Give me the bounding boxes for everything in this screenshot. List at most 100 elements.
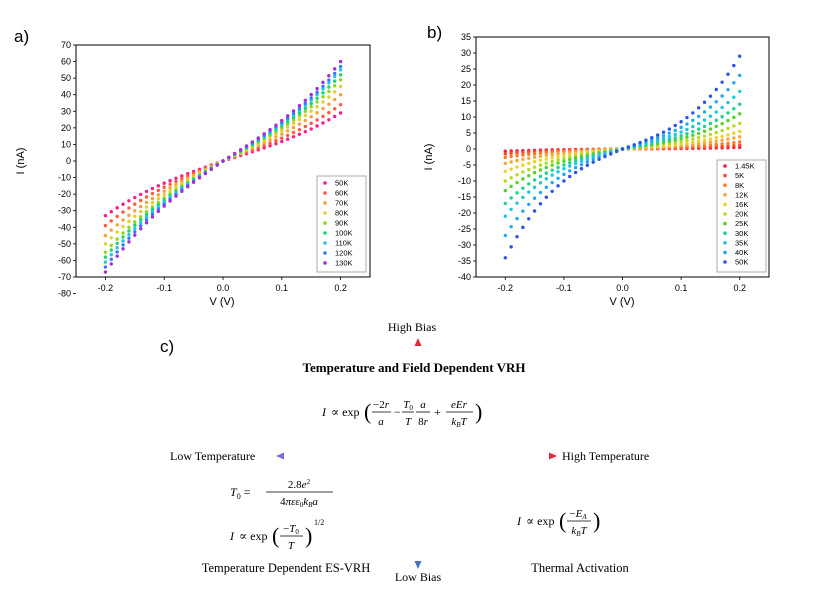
data-point (109, 257, 113, 261)
data-point (291, 125, 296, 130)
data-point (626, 145, 631, 149)
data-point (138, 204, 143, 209)
data-point (338, 93, 343, 97)
data-point (650, 136, 654, 140)
data-point (538, 174, 543, 179)
data-points-a (103, 59, 343, 274)
equation-t0: T0 = 2.8e2 4πεε0kBa (230, 478, 333, 509)
data-point (238, 148, 243, 152)
data-point (726, 144, 730, 148)
chart-a: a) -80 -70 -60 -50 -40 -30 -20 -10 0 10 20 30 40 50 60… (14, 27, 371, 308)
legend-marker (723, 183, 727, 187)
data-point (280, 129, 284, 133)
legend-label: 5K (735, 171, 744, 180)
data-point (338, 64, 343, 69)
data-point (503, 169, 507, 174)
data-point (544, 177, 549, 181)
data-point (532, 170, 537, 175)
y-tick-label: 20 (61, 123, 71, 133)
data-point (309, 92, 313, 97)
data-point (321, 95, 325, 99)
data-point (144, 218, 149, 222)
data-point (115, 206, 119, 210)
data-point (632, 143, 636, 147)
data-point (303, 124, 308, 129)
legend-marker (323, 191, 327, 195)
data-point (268, 138, 272, 142)
data-point (532, 209, 537, 213)
data-point (691, 129, 695, 134)
data-point (297, 122, 302, 126)
data-point (121, 210, 125, 214)
data-point (115, 214, 119, 219)
svg-text:kBT: kBT (451, 416, 467, 429)
data-point (544, 153, 549, 158)
data-point (315, 92, 319, 97)
data-point (291, 121, 296, 126)
data-point (515, 191, 519, 195)
data-point (309, 105, 313, 109)
data-point (532, 196, 537, 200)
y-tick-label: -40 (458, 272, 471, 282)
data-point (550, 163, 554, 167)
data-point (133, 230, 137, 234)
data-point (285, 114, 290, 118)
data-point (696, 114, 701, 119)
data-point (673, 123, 677, 128)
y-tick-label: -35 (458, 256, 471, 266)
legend-marker (323, 181, 327, 185)
data-point (133, 220, 137, 224)
data-point (315, 86, 319, 91)
data-point (515, 234, 519, 239)
data-point (597, 157, 601, 161)
data-point (732, 131, 736, 135)
data-point (673, 132, 677, 137)
data-point (573, 161, 578, 166)
y-tick-label: -20 (58, 189, 71, 199)
legend-label: 25K (735, 219, 748, 228)
data-point (568, 157, 572, 162)
data-point (156, 196, 161, 201)
high-bias-label: High Bias (388, 320, 437, 334)
x-axis-a: -0.2 -0.1 0.0 0.1 0.2 (98, 277, 347, 293)
data-point (115, 223, 119, 227)
data-point (509, 184, 513, 189)
data-point (579, 159, 584, 163)
data-point (156, 188, 161, 193)
data-point (696, 139, 701, 143)
data-point (162, 181, 166, 185)
data-point (702, 141, 707, 145)
data-point (696, 131, 701, 136)
data-point (714, 87, 718, 92)
data-point (679, 142, 683, 146)
data-point (515, 173, 519, 177)
data-point (297, 132, 302, 136)
data-point (556, 152, 560, 156)
data-point (521, 153, 525, 157)
data-point (162, 192, 166, 197)
data-point (527, 167, 531, 172)
data-point (708, 137, 713, 141)
data-point (691, 118, 695, 123)
x-tick-label: 0.1 (276, 283, 289, 293)
legend-marker (323, 251, 327, 255)
data-point (203, 171, 208, 176)
data-point (168, 199, 172, 203)
data-point (696, 127, 701, 131)
legend-marker (723, 241, 727, 245)
data-point (509, 167, 513, 171)
data-point (121, 239, 125, 243)
svg-text:): ) (305, 523, 312, 548)
thermal-activation-label: Thermal Activation (531, 561, 629, 575)
data-point (726, 137, 730, 141)
data-point (115, 245, 119, 250)
data-point (156, 193, 161, 197)
data-point (309, 121, 313, 126)
y-tick-label: 30 (461, 48, 471, 58)
data-point (738, 135, 742, 139)
data-point (333, 79, 337, 83)
svg-text:4πεε0kBa: 4πεε0kBa (280, 496, 318, 509)
data-point (726, 72, 730, 76)
data-point (726, 141, 730, 146)
y-tick-label: 0 (66, 156, 71, 166)
